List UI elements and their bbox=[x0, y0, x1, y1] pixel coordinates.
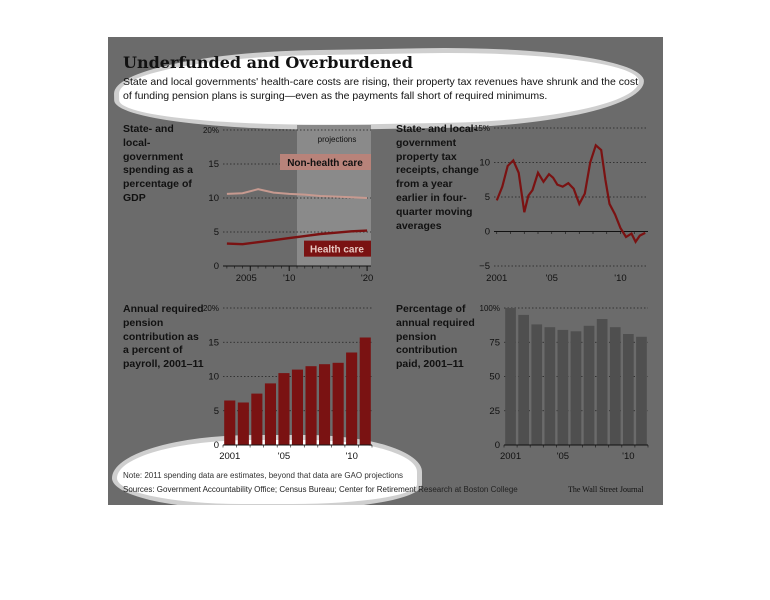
infographic-subtitle: State and local governments' health-care… bbox=[123, 76, 639, 102]
property-tax-ytick-label: 15% bbox=[474, 124, 490, 133]
publisher-credit: The Wall Street Journal bbox=[568, 485, 644, 494]
property-tax-ytick-label: 0 bbox=[485, 227, 490, 238]
property-tax-xtick-label: '05 bbox=[546, 273, 558, 284]
pension-paid-xtick-label: '05 bbox=[557, 451, 569, 462]
infographic-panel: Underfunded and Overburdened State and l… bbox=[108, 37, 663, 505]
pension-required-ytick-label: 10 bbox=[208, 372, 219, 383]
spending-xtick-label: 2005 bbox=[236, 273, 257, 284]
pension-paid-bar bbox=[636, 336, 647, 445]
spending-ytick-label: 20% bbox=[203, 126, 219, 135]
series-line-non-health-care bbox=[226, 188, 368, 199]
charts-canvas: 0 5 10 15 20% projections Non-health care Healt… bbox=[203, 124, 649, 462]
pension-paid-bar bbox=[505, 308, 516, 445]
chart-title-property-tax: State- and local-government property tax… bbox=[396, 123, 479, 232]
projections-label: projections bbox=[318, 135, 357, 144]
chart-title-pension-required: Annual required pension contribution as … bbox=[123, 303, 204, 371]
pension-required-bar bbox=[278, 373, 290, 445]
pension-required-bar bbox=[332, 362, 344, 445]
pension-paid-ytick-label: 0 bbox=[495, 440, 500, 451]
infographic-title: Underfunded and Overburdened bbox=[123, 53, 413, 72]
health-care-label: Health care bbox=[310, 245, 364, 256]
spending-xtick-label: '10 bbox=[283, 273, 295, 284]
pension-required-xtick-label: 2001 bbox=[219, 451, 240, 462]
pension-paid-bar bbox=[557, 329, 569, 445]
property-tax-ytick-label: −5 bbox=[479, 261, 490, 272]
sources-line: Sources: Government Accountability Offic… bbox=[123, 485, 518, 494]
pension-paid-ytick-label: 25 bbox=[489, 406, 500, 417]
pension-required-xtick-label: '10 bbox=[345, 451, 357, 462]
spending-xtick-label: '20 bbox=[361, 273, 373, 284]
pension-paid-bar bbox=[570, 331, 582, 445]
spending-ytick-label: 15 bbox=[208, 159, 219, 170]
pension-paid-bar bbox=[596, 319, 608, 445]
spending-ytick-label: 5 bbox=[214, 227, 219, 238]
pension-paid-xtick-label: 2001 bbox=[500, 451, 521, 462]
non-health-care-label-box bbox=[280, 154, 371, 170]
property-tax-xtick-label: '10 bbox=[614, 273, 626, 284]
pension-required-ytick-label: 0 bbox=[214, 440, 219, 451]
spending-ytick-label: 10 bbox=[208, 193, 219, 204]
chart-title-spending: State- and local-government spending as … bbox=[123, 123, 194, 204]
footnote: Note: 2011 spending data are estimates, … bbox=[123, 471, 404, 480]
pension-paid-ytick-label: 50 bbox=[489, 372, 500, 383]
pension-required-bar bbox=[237, 402, 249, 445]
pension-required-bar bbox=[264, 383, 276, 445]
pension-required-bar bbox=[224, 400, 236, 445]
pension-required-ytick-label: 5 bbox=[214, 406, 219, 417]
pension-required-bar bbox=[319, 364, 331, 445]
pension-required-bar bbox=[346, 352, 358, 445]
property-tax-ytick-label: 10 bbox=[479, 158, 490, 169]
pension-paid-xtick-label: '10 bbox=[622, 451, 634, 462]
property-tax-ytick-label: 5 bbox=[485, 192, 490, 203]
pension-required-bar bbox=[305, 366, 317, 445]
spending-ytick-label: 0 bbox=[214, 261, 219, 272]
series-line-health-care bbox=[226, 229, 368, 246]
pension-required-bar bbox=[251, 393, 263, 445]
pension-required-bar bbox=[291, 369, 303, 445]
pension-paid-bar bbox=[518, 314, 529, 445]
pension-paid-ytick-label: 75 bbox=[489, 337, 500, 348]
pension-paid-bar bbox=[583, 325, 595, 445]
pension-paid-bar bbox=[623, 334, 634, 445]
chart-title-pension-paid: Percentage of annual required pension co… bbox=[396, 303, 475, 371]
property-tax-line bbox=[495, 143, 646, 244]
pension-paid-bar bbox=[531, 324, 543, 445]
pension-required-ytick-label: 15 bbox=[208, 337, 219, 348]
property-tax-xtick-label: 2001 bbox=[486, 273, 507, 284]
pension-required-xtick-label: '05 bbox=[278, 451, 290, 462]
pension-required-bar bbox=[359, 337, 371, 445]
non-health-care-label: Non-health care bbox=[287, 158, 363, 169]
health-care-label-box bbox=[304, 240, 371, 257]
pension-paid-bar bbox=[544, 327, 556, 445]
pension-paid-bar bbox=[609, 327, 621, 445]
pension-required-ytick-label: 20% bbox=[203, 304, 219, 313]
pension-paid-ytick-label: 100% bbox=[480, 304, 500, 313]
